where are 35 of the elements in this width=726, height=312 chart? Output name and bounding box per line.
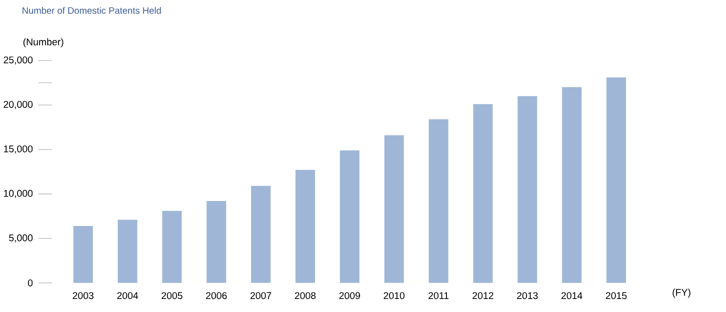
y-tick-label: 10,000 <box>4 190 33 198</box>
y-tick-label: 25,000 <box>4 56 33 64</box>
x-tick-label: 2015 <box>606 292 627 299</box>
x-tick-label: 2007 <box>250 292 272 299</box>
bar <box>428 119 448 283</box>
x-tick-label: 2010 <box>384 292 405 299</box>
bar <box>251 186 271 283</box>
chart-title: Number of Domestic Patents Held <box>22 6 161 14</box>
y-tick-label: 15,000 <box>4 145 33 154</box>
x-tick-label: 2009 <box>339 292 360 299</box>
x-tick-label: 2003 <box>72 292 94 299</box>
bar <box>473 104 493 283</box>
bar <box>606 77 626 283</box>
x-tick-label: 2008 <box>294 292 316 299</box>
x-tick-label: 2005 <box>162 292 182 299</box>
bar <box>384 135 404 283</box>
bar <box>562 87 582 283</box>
x-tick-label: 2006 <box>206 292 227 299</box>
x-axis-title: (FY) <box>672 288 690 298</box>
y-tick-label: 5,000 <box>9 234 33 242</box>
bar <box>118 220 138 283</box>
bar <box>162 210 182 283</box>
bar <box>295 170 316 283</box>
y-tick-label: 20,000 <box>4 100 33 109</box>
x-tick-label: 2013 <box>517 292 538 299</box>
bar <box>340 150 360 283</box>
x-tick-label: 2011 <box>428 292 449 299</box>
x-tick-label: 2012 <box>472 292 494 299</box>
bar <box>206 200 226 283</box>
bar <box>73 226 93 283</box>
bar <box>518 96 538 283</box>
y-axis-title: (Number) <box>23 38 64 48</box>
x-tick-label: 2014 <box>561 292 582 299</box>
y-tick-label: 0 <box>28 279 33 286</box>
x-tick-label: 2004 <box>117 292 138 299</box>
